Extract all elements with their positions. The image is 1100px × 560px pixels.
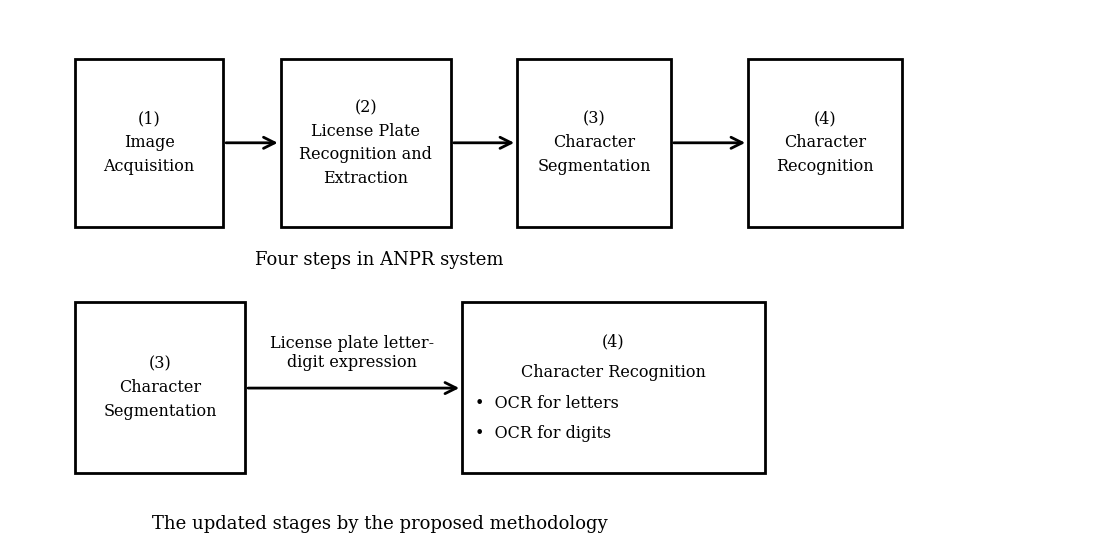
Text: (2)
License Plate
Recognition and
Extraction: (2) License Plate Recognition and Extrac… (299, 99, 432, 186)
FancyBboxPatch shape (75, 302, 245, 473)
Text: (3)
Character
Segmentation: (3) Character Segmentation (537, 111, 651, 175)
Text: •  OCR for digits: • OCR for digits (475, 426, 612, 442)
Text: (1)
Image
Acquisition: (1) Image Acquisition (103, 111, 195, 175)
Text: Four steps in ANPR system: Four steps in ANPR system (255, 251, 504, 269)
FancyBboxPatch shape (462, 302, 764, 473)
Text: The updated stages by the proposed methodology: The updated stages by the proposed metho… (152, 515, 607, 533)
Text: •  OCR for letters: • OCR for letters (475, 395, 619, 412)
Text: (4): (4) (602, 333, 625, 350)
FancyBboxPatch shape (748, 59, 902, 227)
Text: (3)
Character
Segmentation: (3) Character Segmentation (103, 356, 217, 420)
FancyBboxPatch shape (517, 59, 671, 227)
FancyBboxPatch shape (280, 59, 451, 227)
Text: Character Recognition: Character Recognition (520, 364, 706, 381)
FancyBboxPatch shape (75, 59, 223, 227)
Text: (4)
Character
Recognition: (4) Character Recognition (777, 111, 873, 175)
Text: License plate letter-
digit expression: License plate letter- digit expression (270, 334, 434, 371)
